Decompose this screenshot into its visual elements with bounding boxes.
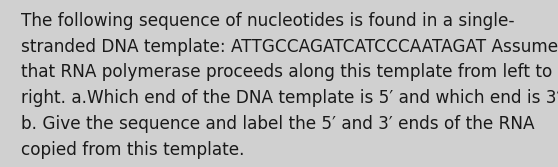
Text: that RNA polymerase proceeds along this template from left to: that RNA polymerase proceeds along this … [21,63,552,81]
Text: right. a.Which end of the DNA template is 5′ and which end is 3′?: right. a.Which end of the DNA template i… [21,89,558,107]
Text: The following sequence of nucleotides is found in a single-: The following sequence of nucleotides is… [21,12,515,30]
Text: copied from this template.: copied from this template. [21,141,245,159]
Text: stranded DNA template: ATTGCCAGATCATCCCAATAGAT Assume: stranded DNA template: ATTGCCAGATCATCCCA… [21,38,558,56]
Text: b. Give the sequence and label the 5′ and 3′ ends of the RNA: b. Give the sequence and label the 5′ an… [21,115,535,133]
